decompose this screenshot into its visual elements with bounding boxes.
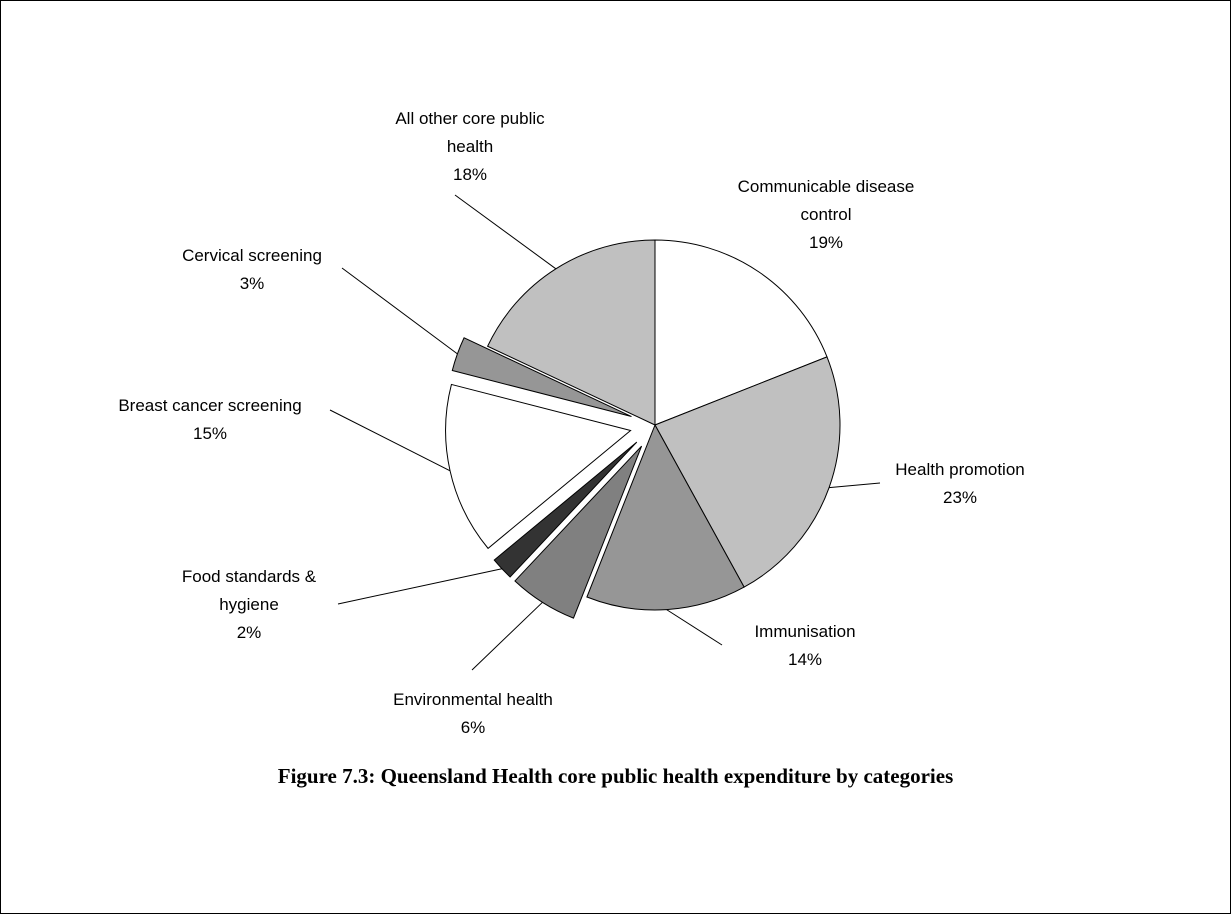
slice-name: Health promotion bbox=[895, 460, 1025, 479]
leader-line bbox=[341, 267, 458, 355]
slice-label: Communicable disease control 19% bbox=[726, 173, 926, 257]
pie-slice bbox=[586, 423, 745, 611]
pie-slice bbox=[514, 445, 643, 619]
pie-slice bbox=[486, 239, 656, 426]
slice-value: 23% bbox=[942, 488, 978, 507]
slice-name: All other core public health bbox=[395, 109, 545, 156]
slice-name: Food standards & hygiene bbox=[181, 567, 317, 614]
slice-name: Communicable disease control bbox=[737, 177, 915, 224]
slice-name: Cervical screening bbox=[182, 246, 322, 265]
slice-name: Immunisation bbox=[754, 622, 856, 641]
slice-label: Cervical screening 3% bbox=[122, 242, 382, 298]
slice-label: Environmental health 6% bbox=[343, 686, 603, 742]
pie-slice bbox=[654, 239, 828, 426]
slice-value: 6% bbox=[460, 718, 486, 737]
slice-label: Breast cancer screening 15% bbox=[80, 392, 340, 448]
leader-line bbox=[471, 601, 543, 671]
slice-label: Food standards & hygiene 2% bbox=[169, 563, 329, 647]
slice-label: Health promotion 23% bbox=[830, 456, 1090, 512]
leader-line bbox=[454, 194, 557, 270]
slice-value: 15% bbox=[192, 424, 228, 443]
leader-line bbox=[329, 409, 451, 472]
slice-value: 18% bbox=[452, 165, 488, 184]
slice-value: 14% bbox=[787, 650, 823, 669]
slice-name: Environmental health bbox=[393, 690, 553, 709]
slice-value: 2% bbox=[236, 623, 262, 642]
leader-line bbox=[666, 609, 723, 646]
leader-line bbox=[829, 482, 881, 489]
pie-slice bbox=[493, 441, 638, 578]
slice-label: Immunisation 14% bbox=[675, 618, 935, 674]
chart-title: Figure 7.3: Queensland Health core publi… bbox=[277, 764, 954, 788]
slice-label: All other core public health 18% bbox=[370, 105, 570, 189]
slice-name: Breast cancer screening bbox=[118, 396, 302, 415]
slice-value: 19% bbox=[808, 233, 844, 252]
slice-value: 3% bbox=[239, 274, 265, 293]
leader-line bbox=[337, 568, 503, 605]
